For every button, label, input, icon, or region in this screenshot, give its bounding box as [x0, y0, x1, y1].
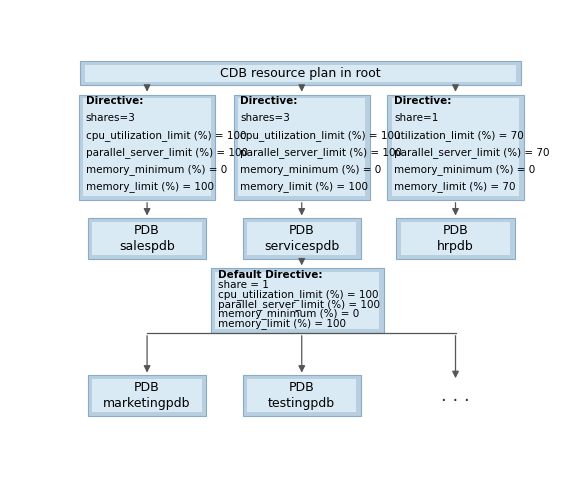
Text: Directive:: Directive:	[394, 96, 451, 106]
FancyBboxPatch shape	[242, 375, 361, 416]
Text: PDB: PDB	[134, 224, 160, 237]
FancyBboxPatch shape	[392, 98, 519, 196]
Text: PDB: PDB	[289, 224, 315, 237]
Text: memory_minimum (%) = 0: memory_minimum (%) = 0	[394, 164, 535, 175]
FancyBboxPatch shape	[93, 222, 202, 255]
Text: memory_limit (%) = 100: memory_limit (%) = 100	[218, 318, 346, 329]
Text: share=1: share=1	[394, 113, 438, 123]
FancyBboxPatch shape	[401, 222, 510, 255]
FancyBboxPatch shape	[234, 95, 370, 200]
Text: memory_limit (%) = 100: memory_limit (%) = 100	[240, 181, 368, 192]
Text: parallel_server_limit (%) = 70: parallel_server_limit (%) = 70	[394, 147, 549, 158]
Text: shares=3: shares=3	[86, 113, 136, 123]
FancyBboxPatch shape	[93, 379, 202, 412]
Text: cpu_utilization_limit (%) = 100: cpu_utilization_limit (%) = 100	[240, 130, 401, 141]
Text: memory_minimum (%) = 0: memory_minimum (%) = 0	[86, 164, 227, 175]
Text: memory_minimum (%) = 0: memory_minimum (%) = 0	[218, 309, 359, 319]
Text: memory_limit (%) = 100: memory_limit (%) = 100	[86, 181, 214, 192]
Text: salespdb: salespdb	[119, 240, 175, 253]
Text: shares=3: shares=3	[240, 113, 290, 123]
Text: cpu_utilization_limit (%) = 100: cpu_utilization_limit (%) = 100	[86, 130, 246, 141]
FancyBboxPatch shape	[88, 218, 206, 259]
FancyBboxPatch shape	[80, 61, 521, 85]
FancyBboxPatch shape	[396, 218, 515, 259]
FancyBboxPatch shape	[242, 218, 361, 259]
Text: PDB: PDB	[134, 381, 160, 394]
FancyBboxPatch shape	[215, 272, 379, 329]
Text: cpu_utilization_limit (%) = 100: cpu_utilization_limit (%) = 100	[218, 289, 378, 300]
Text: testingpdb: testingpdb	[268, 397, 335, 410]
Text: PDB: PDB	[289, 381, 315, 394]
Text: parallel_server_limit (%) = 100: parallel_server_limit (%) = 100	[86, 147, 248, 158]
Text: memory_limit (%) = 70: memory_limit (%) = 70	[394, 181, 515, 192]
Text: PDB: PDB	[443, 224, 468, 237]
FancyBboxPatch shape	[387, 95, 524, 200]
FancyBboxPatch shape	[79, 95, 215, 200]
FancyBboxPatch shape	[88, 375, 206, 416]
Text: hrpdb: hrpdb	[437, 240, 474, 253]
Text: parallel_server_limit (%) = 100: parallel_server_limit (%) = 100	[240, 147, 402, 158]
FancyBboxPatch shape	[83, 98, 211, 196]
Text: CDB resource plan in root: CDB resource plan in root	[220, 67, 381, 80]
Text: Default Directive:: Default Directive:	[218, 270, 322, 280]
FancyBboxPatch shape	[247, 222, 356, 255]
FancyBboxPatch shape	[247, 379, 356, 412]
Text: Directive:: Directive:	[240, 96, 298, 106]
FancyBboxPatch shape	[238, 98, 366, 196]
Text: . . .: . . .	[441, 387, 470, 405]
Text: memory_minimum (%) = 0: memory_minimum (%) = 0	[240, 164, 382, 175]
Text: utilization_limit (%) = 70: utilization_limit (%) = 70	[394, 130, 524, 141]
Text: parallel_server_limit (%) = 100: parallel_server_limit (%) = 100	[218, 299, 380, 310]
FancyBboxPatch shape	[211, 268, 384, 333]
Text: Directive:: Directive:	[86, 96, 143, 106]
Text: share = 1: share = 1	[218, 280, 268, 289]
Text: servicespdb: servicespdb	[264, 240, 339, 253]
Text: marketingpdb: marketingpdb	[103, 397, 191, 410]
FancyBboxPatch shape	[85, 65, 516, 82]
